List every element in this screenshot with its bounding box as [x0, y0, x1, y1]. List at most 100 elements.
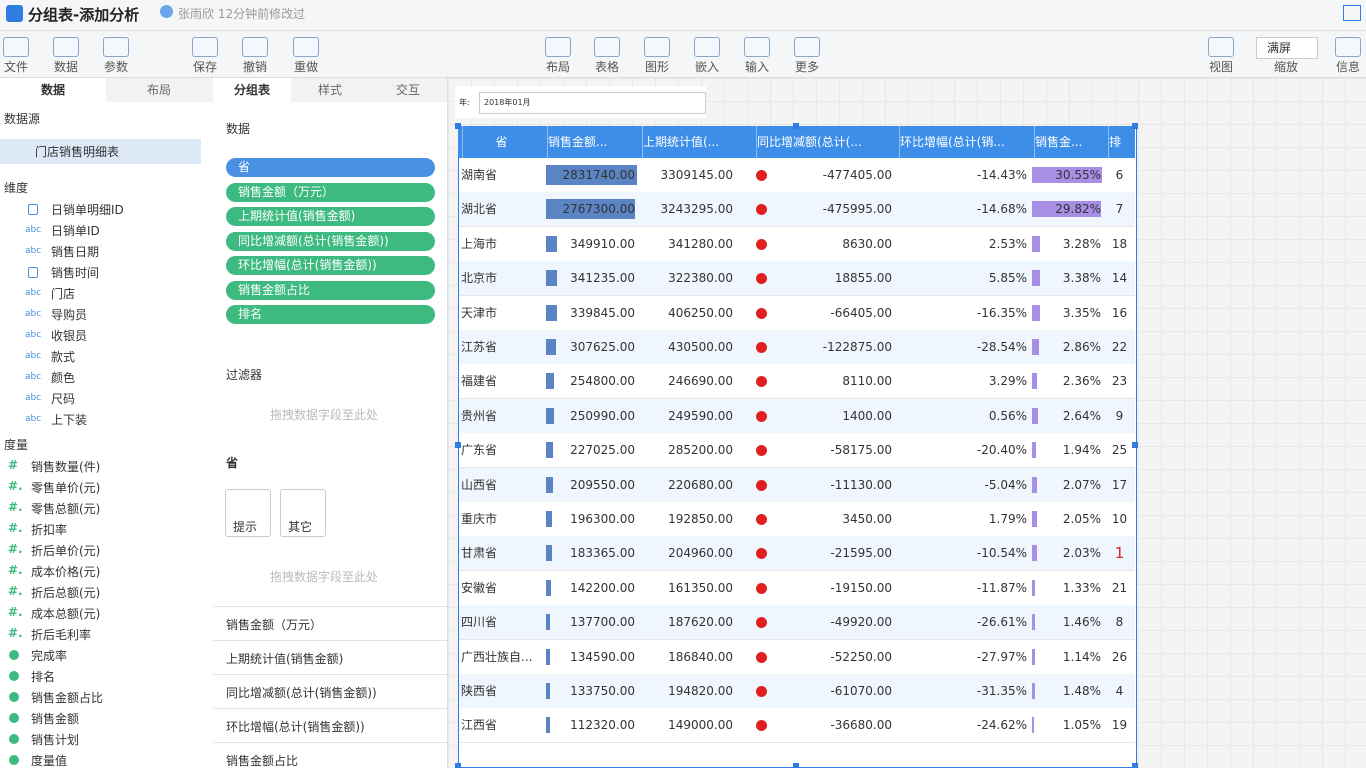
tool-label[interactable]: 更多: [794, 60, 819, 74]
group-title[interactable]: 省: [226, 456, 239, 470]
dimension-field[interactable]: 销售日期: [51, 245, 100, 259]
field-pill[interactable]: 环比增幅(总计(销售金额)): [226, 256, 435, 275]
tool-icon[interactable]: [293, 37, 319, 57]
tool-icon[interactable]: [1208, 37, 1234, 57]
tool-icon[interactable]: [53, 37, 79, 57]
dimension-field[interactable]: 日销单明细ID: [51, 203, 124, 217]
tool-icon[interactable]: [1335, 37, 1361, 57]
dimension-field[interactable]: 收银员: [51, 329, 88, 343]
section[interactable]: 同比增减额(总计(销售金额)): [226, 686, 377, 700]
option-button[interactable]: [225, 489, 271, 537]
option-button[interactable]: [280, 489, 326, 537]
measure-field[interactable]: 零售总额(元): [31, 502, 101, 516]
tool-label[interactable]: 信息: [1335, 60, 1360, 74]
table-cell: 10: [1111, 512, 1128, 526]
measure-field[interactable]: 折后总额(元): [31, 586, 101, 600]
field-pill[interactable]: 销售金额占比: [226, 280, 435, 300]
left-tab[interactable]: 数据: [0, 78, 106, 102]
field-pill[interactable]: 上期统计值(销售金额): [226, 207, 435, 226]
measure-field[interactable]: 成本价格(元): [31, 565, 101, 579]
sales-bar: [546, 511, 553, 527]
tool-icon[interactable]: [242, 37, 268, 57]
tool-label[interactable]: 布局: [545, 60, 570, 74]
field-pill[interactable]: 排名: [226, 305, 435, 324]
dimension-field[interactable]: 款式: [51, 350, 76, 364]
tool-icon[interactable]: [794, 37, 820, 57]
measure-field[interactable]: 排名: [31, 670, 56, 684]
tool-icon[interactable]: [545, 37, 571, 57]
dimension-field[interactable]: 日销单ID: [51, 224, 100, 238]
resize-handle[interactable]: [455, 763, 461, 768]
field-pill[interactable]: 省: [226, 158, 435, 177]
tool-icon[interactable]: [644, 37, 670, 57]
tool-icon[interactable]: [694, 37, 720, 57]
field-type-icon: [28, 204, 38, 215]
tool-label[interactable]: 嵌入: [694, 60, 719, 74]
filter-select[interactable]: [479, 92, 706, 114]
tool-label[interactable]: 视图: [1208, 60, 1233, 74]
tool-icon[interactable]: [744, 37, 770, 57]
table-row: [459, 330, 1135, 365]
present-button[interactable]: [1343, 5, 1361, 21]
dimension-field[interactable]: 上下装: [51, 413, 88, 427]
resize-handle[interactable]: [1132, 123, 1138, 129]
measure-field[interactable]: 销售金额占比: [31, 691, 104, 705]
option-label[interactable]: 其它: [288, 520, 313, 534]
measure-field[interactable]: 折后单价(元): [31, 544, 101, 558]
field-pill[interactable]: 同比增减额(总计(销售金额)): [226, 231, 435, 251]
measure-field[interactable]: 折后毛利率: [31, 628, 92, 642]
dimension-field[interactable]: 导购员: [51, 308, 88, 322]
tool-icon[interactable]: [594, 37, 620, 57]
measure-field[interactable]: 销售计划: [31, 733, 80, 747]
option-label[interactable]: 提示: [233, 520, 258, 534]
section[interactable]: 环比增幅(总计(销售金额)): [226, 720, 365, 734]
measure-field[interactable]: 销售金额: [31, 712, 80, 726]
tool-icon[interactable]: [192, 37, 218, 57]
measure-field[interactable]: 零售单价(元): [31, 481, 101, 495]
section-divider: [213, 708, 447, 709]
middle-tab[interactable]: 交互: [395, 83, 420, 97]
tool-label[interactable]: 文件: [3, 60, 28, 74]
tool-label[interactable]: 图形: [644, 60, 669, 74]
dataset[interactable]: 门店销售明细表: [35, 145, 120, 159]
middle-tab[interactable]: 样式: [317, 83, 342, 97]
section[interactable]: 销售金额占比: [226, 754, 299, 768]
resize-handle[interactable]: [455, 442, 461, 448]
measure-field[interactable]: 完成率: [31, 649, 68, 663]
tool-label[interactable]: 保存: [192, 60, 217, 74]
tool-label[interactable]: 输入: [744, 60, 769, 74]
left-tab[interactable]: 布局: [146, 83, 171, 97]
trend-icon: [756, 307, 767, 319]
resize-handle[interactable]: [1132, 763, 1138, 768]
dimension-field[interactable]: 销售时间: [51, 266, 100, 280]
dimension-field[interactable]: 颜色: [51, 371, 76, 385]
trend-icon: [756, 376, 767, 388]
dimension-field[interactable]: 门店: [51, 287, 76, 301]
resize-handle[interactable]: [1132, 442, 1138, 448]
section[interactable]: 销售金额（万元）: [226, 618, 323, 632]
tool-label[interactable]: 参数: [103, 60, 128, 74]
share-bar: [1032, 270, 1040, 287]
resize-handle[interactable]: [455, 123, 461, 129]
measure-field[interactable]: 成本总额(元): [31, 607, 101, 621]
filter-value[interactable]: 2018年01月: [484, 98, 531, 107]
table-cell: 3.29%: [988, 374, 1027, 389]
tool-icon[interactable]: [3, 37, 29, 57]
field-pill[interactable]: 销售金额（万元）: [226, 182, 435, 202]
resize-handle[interactable]: [793, 123, 799, 129]
table-cell: 194820.00: [668, 684, 733, 698]
dimension-field[interactable]: 尺码: [51, 392, 76, 406]
section[interactable]: 上期统计值(销售金额): [226, 652, 344, 666]
resize-handle[interactable]: [793, 763, 799, 768]
tool-label[interactable]: 数据: [53, 60, 78, 74]
tool-label[interactable]: 表格: [594, 60, 619, 74]
tool-label[interactable]: 撤销: [242, 60, 267, 74]
middle-tab[interactable]: 分组表: [213, 78, 291, 102]
measure-field[interactable]: 折扣率: [31, 523, 68, 537]
measure-field[interactable]: 度量值: [31, 754, 68, 768]
measure-field[interactable]: 销售数量(件): [31, 460, 101, 474]
tool-label[interactable]: 缩放: [1273, 60, 1298, 74]
tool-icon[interactable]: [103, 37, 129, 57]
zoom-select[interactable]: 满屏: [1256, 37, 1318, 59]
tool-label[interactable]: 重做: [293, 60, 318, 74]
